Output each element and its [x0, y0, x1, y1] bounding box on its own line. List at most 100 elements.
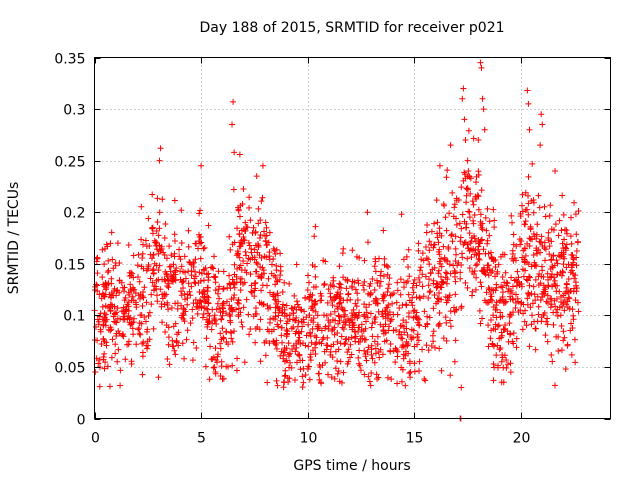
data-point [159, 319, 166, 326]
data-point [293, 359, 300, 366]
data-point [171, 231, 178, 238]
data-point [472, 286, 479, 293]
data-point [485, 322, 492, 329]
data-point [415, 337, 422, 344]
data-point [102, 280, 109, 287]
data-point [444, 297, 451, 304]
data-point [289, 305, 296, 312]
data-point [298, 307, 305, 314]
data-point [500, 364, 507, 371]
data-point [96, 356, 103, 363]
data-point [240, 234, 247, 241]
data-point [257, 358, 264, 365]
data-point [169, 273, 176, 280]
data-point [312, 273, 319, 280]
data-point [250, 313, 257, 320]
data-point [434, 283, 441, 290]
data-point [478, 283, 485, 290]
data-point [190, 260, 197, 267]
data-point [518, 300, 525, 307]
data-point [119, 284, 126, 291]
data-point [424, 313, 431, 320]
data-point [343, 285, 350, 292]
data-point [385, 263, 392, 270]
data-point [203, 335, 210, 342]
data-point [106, 383, 113, 390]
data-point [299, 373, 306, 380]
data-point [425, 282, 432, 289]
data-point [563, 264, 570, 271]
data-point [464, 255, 471, 262]
data-point [255, 243, 262, 250]
data-point [564, 341, 571, 348]
data-point [138, 203, 145, 210]
data-point [149, 191, 156, 198]
data-point [485, 272, 492, 279]
data-point [200, 310, 207, 317]
data-point [394, 287, 401, 294]
data-point [240, 258, 247, 265]
data-point [542, 257, 549, 264]
data-point [139, 255, 146, 262]
data-point [575, 207, 582, 214]
data-point [535, 303, 542, 310]
data-point [314, 321, 321, 328]
data-point [423, 229, 430, 236]
data-point [507, 369, 514, 376]
data-point [554, 306, 561, 313]
data-point [436, 162, 443, 169]
data-point [384, 374, 391, 381]
data-point [338, 333, 345, 340]
data-point [535, 311, 542, 318]
data-point [330, 277, 337, 284]
data-point [322, 359, 329, 366]
data-point [247, 271, 254, 278]
data-point [419, 250, 426, 257]
data-point [163, 322, 170, 329]
data-point [384, 271, 391, 278]
data-point [281, 306, 288, 313]
data-point [354, 277, 361, 284]
data-point [299, 323, 306, 330]
data-point [147, 275, 154, 282]
y-axis-label: SRMTID / TECUs [6, 182, 22, 295]
data-point [146, 243, 153, 250]
data-point [97, 328, 104, 335]
data-point [556, 288, 563, 295]
data-point [372, 345, 379, 352]
data-point [517, 241, 524, 248]
data-point [533, 263, 540, 270]
data-point [173, 265, 180, 272]
data-point [380, 273, 387, 280]
data-point [340, 369, 347, 376]
data-point [272, 274, 279, 281]
data-point [505, 338, 512, 345]
data-point [189, 315, 196, 322]
data-point [257, 217, 264, 224]
data-point [106, 291, 113, 298]
data-point [212, 279, 219, 286]
data-point [296, 352, 303, 359]
data-point [219, 325, 226, 332]
data-point [522, 189, 529, 196]
data-point [252, 279, 259, 286]
data-point [460, 241, 467, 248]
data-point [243, 296, 250, 303]
data-point [108, 354, 115, 361]
data-point [469, 198, 476, 205]
data-point [282, 372, 289, 379]
data-point [565, 275, 572, 282]
data-point [458, 384, 465, 391]
data-point [407, 369, 414, 376]
data-point [114, 358, 121, 365]
data-point [523, 322, 530, 329]
data-point [390, 290, 397, 297]
data-point [245, 255, 252, 262]
data-point [312, 308, 319, 315]
data-point [246, 331, 253, 338]
data-point [447, 142, 454, 149]
data-point [367, 280, 374, 287]
data-point [428, 343, 435, 350]
data-point [334, 338, 341, 345]
data-point [240, 185, 247, 192]
